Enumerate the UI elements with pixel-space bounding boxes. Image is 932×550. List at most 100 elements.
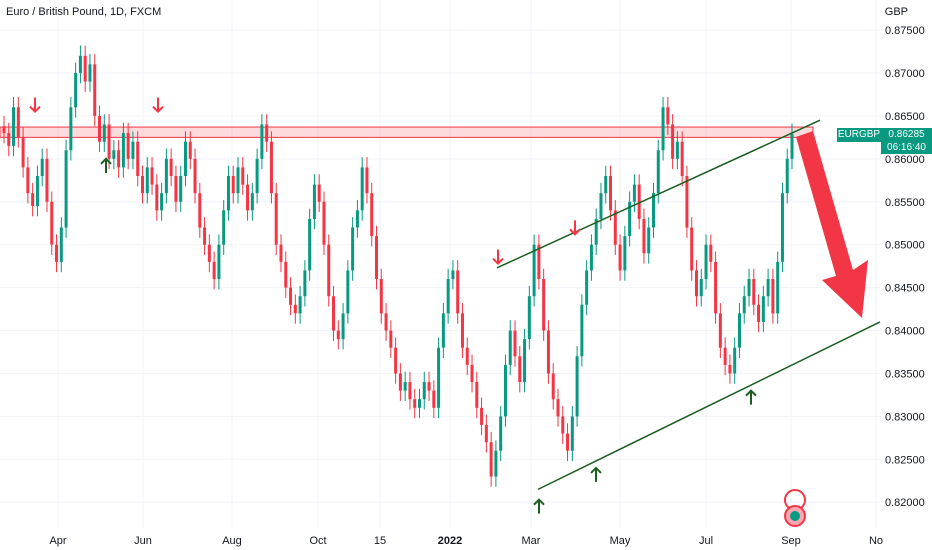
candle-body: [78, 55, 82, 73]
x-tick-label: Jul: [699, 535, 713, 547]
candle-body: [432, 390, 436, 408]
candle-body: [303, 270, 307, 297]
candle-body: [150, 167, 154, 185]
candle-body: [518, 356, 522, 383]
candle-body: [594, 218, 598, 245]
candle-body: [64, 150, 68, 228]
up-arrow-icon: [533, 498, 545, 514]
candle-body: [494, 450, 498, 477]
candle-body: [312, 184, 316, 219]
candle-body: [7, 133, 11, 146]
candle-body: [217, 244, 221, 280]
candle-body: [561, 416, 565, 434]
candle-body: [446, 279, 450, 314]
candle-body: [460, 313, 464, 348]
candle-body: [546, 330, 550, 374]
x-tick-label: Mar: [522, 535, 541, 547]
candle-body: [50, 201, 54, 245]
x-axis: Apr Jun Aug Oct 15 2022 Mar May Jul Sep No: [49, 535, 883, 547]
y-axis: 0.87500 0.87000 0.86500 0.86000 0.85500 0.850…: [885, 25, 925, 509]
candle-body: [169, 158, 173, 176]
up-arrow-icon: [745, 389, 757, 405]
x-tick-label: 15: [374, 535, 386, 547]
chart-grid: [0, 0, 880, 528]
candle-body: [570, 416, 574, 451]
candle-body: [618, 244, 622, 271]
up-arrow-icon: [100, 157, 112, 173]
candle-body: [714, 261, 718, 314]
candle-body: [718, 313, 722, 348]
candle-body: [609, 176, 613, 211]
currency-label: GBP: [884, 6, 908, 18]
y-tick-label: 0.84000: [885, 326, 925, 338]
last-price-tag: 0.86285 06:16:40: [881, 128, 932, 154]
candle-body: [274, 193, 278, 245]
candle-body: [484, 424, 488, 443]
candle-body: [231, 176, 235, 194]
candle-body: [580, 304, 584, 357]
candle-body: [417, 399, 421, 408]
candle-body: [527, 296, 531, 340]
big-down-arrow-icon: [796, 131, 868, 318]
candle-body: [480, 407, 484, 425]
candle-body: [575, 356, 579, 417]
y-tick-label: 0.86000: [885, 154, 925, 166]
down-arrow-icon: [569, 220, 581, 236]
candle-body: [298, 296, 302, 314]
candle-body: [308, 218, 312, 271]
down-arrow-icon: [492, 249, 504, 265]
candle-body: [136, 141, 140, 176]
candle-body: [102, 124, 106, 142]
candle-body: [16, 107, 20, 138]
channel-upper-line: [496, 119, 821, 269]
candle-body: [628, 201, 632, 237]
candle-body: [728, 364, 732, 374]
candle-body: [317, 184, 321, 202]
candle-body: [551, 373, 555, 400]
candle-body: [604, 176, 608, 194]
candle-body: [174, 176, 178, 202]
candle-body: [413, 399, 417, 408]
candle-body: [690, 227, 694, 271]
candle-body: [375, 236, 379, 280]
candle-body: [332, 296, 336, 331]
x-tick-label: Apr: [49, 535, 66, 547]
candle-body: [542, 279, 546, 331]
candle-body: [160, 193, 164, 211]
candle-body: [771, 279, 775, 314]
candle-body: [403, 382, 407, 391]
candle-body: [666, 107, 670, 125]
candle-body: [632, 184, 636, 202]
candle-body: [250, 193, 254, 211]
y-tick-label: 0.83000: [885, 411, 925, 423]
candle-body: [269, 141, 273, 194]
candle-body: [183, 141, 187, 176]
last-price: 0.86285: [888, 129, 925, 140]
candle-body: [637, 184, 641, 219]
candle-body: [785, 158, 789, 194]
candle-body: [742, 296, 746, 314]
candle-body: [145, 167, 149, 194]
logo-icon: [784, 489, 806, 527]
chart-title: Euro / British Pound, 1D, FXCM: [6, 6, 162, 18]
annotation-arrows: [29, 97, 868, 514]
candle-body: [112, 150, 116, 159]
candle-body: [93, 64, 97, 116]
candle-body: [126, 133, 130, 159]
candle-body: [322, 201, 326, 245]
candle-body: [752, 279, 756, 305]
candle-body: [675, 141, 679, 159]
candle-body: [355, 210, 359, 228]
candle-body: [255, 158, 259, 194]
candle-body: [475, 382, 479, 408]
candle-body: [45, 158, 49, 202]
candle-body: [193, 158, 197, 194]
trend-channel: [496, 119, 881, 491]
candle-body: [647, 227, 651, 254]
candle-body: [537, 244, 541, 280]
candle-body: [289, 287, 293, 305]
candle-body: [499, 416, 503, 451]
y-tick-label: 0.87000: [885, 68, 925, 80]
y-tick-label: 0.83500: [885, 368, 925, 380]
